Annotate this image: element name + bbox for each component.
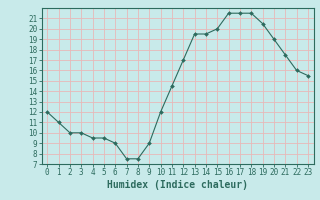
X-axis label: Humidex (Indice chaleur): Humidex (Indice chaleur) xyxy=(107,180,248,190)
